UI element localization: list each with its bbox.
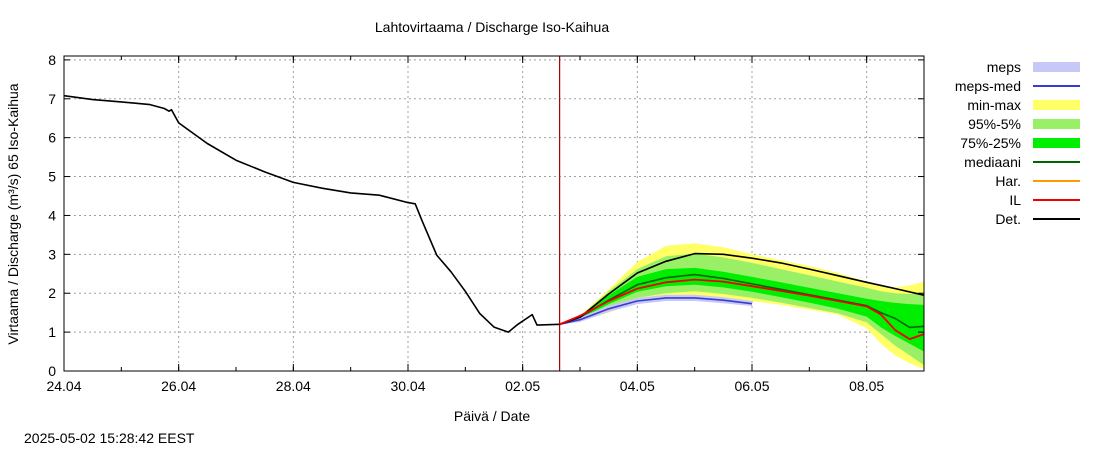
y-tick-label: 5	[48, 169, 56, 185]
series-lines	[63, 56, 925, 371]
y-axis-ticks: 0 1 2 3 4 5 6 7 8	[48, 52, 924, 379]
series-line-il	[559, 278, 925, 341]
y-tick-label: 7	[48, 91, 56, 107]
legend-label: 75%-25%	[960, 135, 1021, 151]
legend-label: min-max	[967, 97, 1021, 113]
legend: meps meps-med min-max 95%-5% 75%-25% mediaani…	[955, 59, 1080, 227]
y-tick-label: 1	[48, 324, 56, 340]
y-tick-label: 2	[48, 285, 56, 301]
x-tick-label: 28.04	[276, 378, 311, 394]
legend-swatch	[1033, 62, 1080, 72]
x-tick-label: 06.05	[734, 378, 769, 394]
y-tick-label: 6	[48, 130, 56, 146]
legend-swatch	[1033, 119, 1080, 129]
chart-title: Lahtovirtaama / Discharge Iso-Kaihua	[375, 19, 609, 35]
x-tick-label: 26.04	[161, 378, 196, 394]
legend-label: meps-med	[955, 78, 1021, 94]
series-line-meps-med	[559, 297, 753, 326]
series-line-det-	[559, 252, 925, 326]
grid-lines	[63, 56, 924, 372]
y-axis-label: Virtaama / Discharge (m³/s) 65 Iso-Kaihu…	[5, 83, 21, 344]
timestamp: 2025-05-02 15:28:42 EEST	[24, 430, 195, 446]
legend-swatch	[1033, 100, 1080, 110]
series-line-mediaani	[559, 273, 925, 329]
legend-label: Det.	[995, 211, 1021, 227]
x-axis-label: Päivä / Date	[454, 408, 530, 424]
y-tick-label: 4	[48, 207, 56, 223]
legend-label: mediaani	[964, 154, 1021, 170]
y-tick-label: 0	[48, 363, 56, 379]
plot-area	[64, 56, 924, 371]
legend-label: 95%-5%	[968, 116, 1021, 132]
band-75-25-	[559, 267, 924, 352]
plot-frame	[63, 55, 925, 372]
plot-border	[63, 55, 925, 372]
legend-label: meps	[987, 59, 1021, 75]
x-tick-label: 02.05	[505, 378, 540, 394]
y-tick-label: 8	[48, 52, 56, 68]
legend-label: Har.	[995, 173, 1021, 189]
legend-label: IL	[1009, 192, 1021, 208]
y-tick-label: 3	[48, 246, 56, 262]
observed-line	[63, 94, 560, 333]
x-tick-label: 04.05	[620, 378, 655, 394]
x-tick-label: 24.04	[46, 378, 81, 394]
x-axis-ticks: 24.04 26.04 28.04 30.04 02.05 04.05 06.05 08.05	[46, 56, 925, 394]
band-meps	[559, 294, 752, 325]
x-tick-label: 08.05	[849, 378, 884, 394]
plot-background	[64, 56, 924, 371]
legend-swatch	[1033, 138, 1080, 148]
x-tick-label: 30.04	[390, 378, 425, 394]
